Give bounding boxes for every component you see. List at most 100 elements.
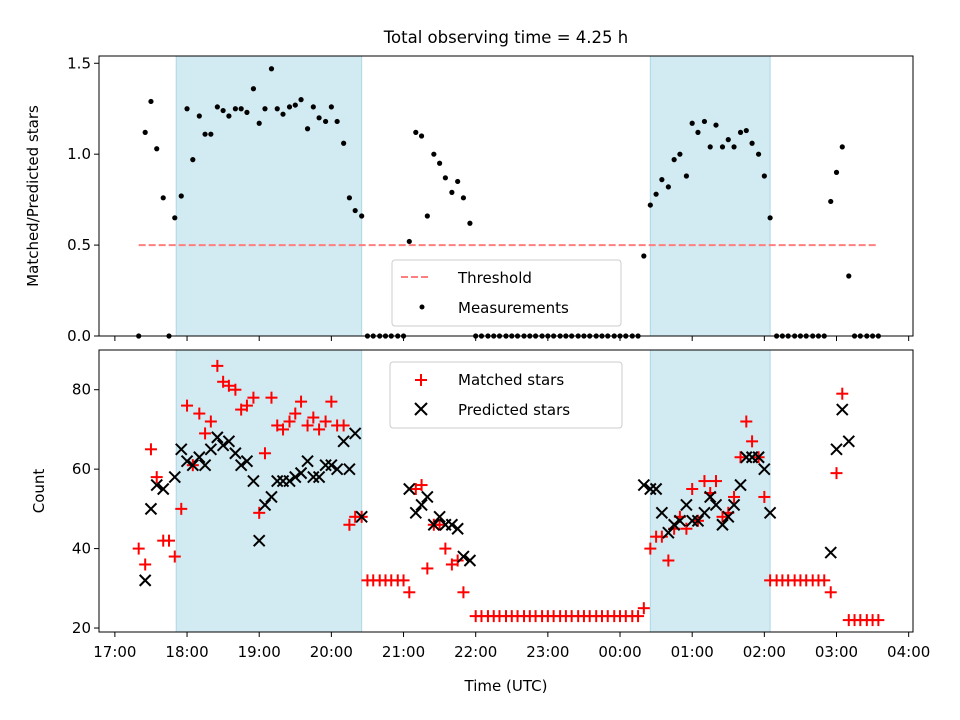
- matched-star-point: [301, 419, 314, 432]
- matched-star-point: [836, 387, 849, 400]
- measurement-point: [406, 238, 412, 245]
- bottom-y-ticks: 20 40 60 80: [72, 381, 99, 637]
- predicted-star-point: [673, 514, 687, 527]
- predicted-star-point: [644, 482, 657, 496]
- measurement-point: [274, 106, 280, 112]
- predicted-star-point: [722, 510, 735, 524]
- measurement-point: [828, 198, 834, 205]
- measurement-point: [341, 140, 347, 146]
- measurement-point: [431, 151, 437, 157]
- measurement-point: [268, 66, 275, 72]
- predicted-star-point: [709, 498, 723, 512]
- measurement-point: [226, 113, 232, 119]
- predicted-star-point: [343, 462, 356, 476]
- predicted-star-point: [691, 514, 705, 527]
- predicted-star-point: [312, 470, 326, 484]
- predicted-star-point: [716, 518, 729, 531]
- measurement-point: [334, 118, 340, 125]
- matched-star-point: [397, 574, 410, 587]
- x-tick-label: 03:00: [815, 643, 858, 661]
- predicted-star-point: [415, 498, 428, 512]
- matched-star-point: [289, 407, 302, 420]
- matched-star-point: [457, 586, 470, 599]
- top-legend-box: [391, 259, 622, 327]
- predicted-star-point: [294, 466, 308, 480]
- predicted-star-point: [403, 482, 416, 496]
- legend-measurements-label: Measurements: [458, 299, 569, 317]
- predicted-star-point: [752, 451, 765, 464]
- measurement-point: [761, 173, 767, 179]
- matched-star-point: [258, 447, 271, 460]
- predicted-star-point: [758, 462, 771, 476]
- predicted-star-point: [144, 502, 158, 516]
- matched-star-point: [421, 562, 434, 575]
- bottom-y-axis-label: Count: [30, 469, 48, 514]
- matched-star-point: [740, 415, 753, 428]
- predicted-star-point: [409, 506, 423, 520]
- matched-star-point: [295, 395, 308, 408]
- predicted-star-point: [337, 435, 350, 448]
- matched-star-point: [433, 518, 446, 531]
- measurement-point: [262, 106, 268, 112]
- measurement-point: [208, 131, 214, 137]
- matched-star-point: [818, 574, 831, 587]
- bottom-legend-box: [389, 361, 623, 429]
- predicted-star-point: [637, 478, 651, 492]
- matched-star-point: [343, 518, 356, 531]
- legend-matched-label: Matched stars: [458, 371, 564, 389]
- matched-star-point: [168, 550, 181, 563]
- legend-threshold-label: Threshold: [457, 269, 532, 287]
- measurement-point: [731, 144, 737, 150]
- predicted-star-point: [157, 482, 170, 496]
- measurement-point: [304, 126, 311, 132]
- matched-star-point: [709, 475, 722, 488]
- predicted-star-point: [649, 482, 663, 496]
- matched-star-point: [632, 610, 645, 623]
- x-tick-label: 17:00: [93, 643, 136, 661]
- matched-star-point: [644, 542, 657, 555]
- bottom-panel: 20 40 60 80 17:00 18:00 19:00 20:00 21:00 22:00 2…: [30, 349, 930, 695]
- x-tick-label: 01:00: [671, 643, 714, 661]
- measurement-point: [689, 120, 695, 126]
- matched-star-point: [175, 502, 188, 515]
- matched-star-point: [758, 490, 771, 503]
- matched-star-point: [728, 490, 741, 503]
- measurement-point: [659, 177, 665, 183]
- predicted-star-point: [655, 506, 669, 520]
- predicted-star-point: [451, 522, 464, 535]
- x-axis-label: Time (UTC): [464, 677, 548, 695]
- top-y-tick-label: 0.5: [67, 236, 91, 254]
- predicted-star-point: [433, 510, 446, 524]
- matched-star-point: [325, 395, 338, 408]
- bot-y-tick-label: 40: [72, 540, 91, 558]
- bot-y-tick-label: 60: [72, 460, 91, 478]
- x-tick-label: 18:00: [165, 643, 208, 661]
- measurement-point: [232, 106, 238, 112]
- predicted-star-point: [289, 470, 302, 484]
- predicted-star-point: [222, 435, 236, 448]
- chart-title: Total observing time = 4.25 h: [383, 28, 628, 47]
- matched-star-point: [824, 586, 837, 599]
- predicted-star-point: [824, 546, 837, 559]
- predicted-star-point: [667, 518, 681, 531]
- predicted-star-point: [186, 458, 200, 472]
- measurement-point: [154, 146, 160, 152]
- predicted-star-point: [836, 403, 849, 416]
- predicted-star-point: [457, 550, 470, 563]
- predicted-star-point: [204, 443, 218, 456]
- matched-star-point: [451, 554, 464, 567]
- predicted-star-point: [168, 470, 181, 484]
- matched-star-point: [680, 522, 693, 535]
- predicted-star-point: [842, 435, 855, 448]
- measurement-point: [683, 173, 690, 179]
- matched-star-point: [144, 443, 157, 456]
- matched-star-point: [240, 399, 253, 412]
- measurement-point: [292, 102, 298, 108]
- predicted-star-point: [355, 510, 368, 524]
- predicted-star-point: [138, 574, 152, 587]
- measurement-point: [460, 195, 467, 201]
- predicted-star-point: [685, 514, 699, 527]
- predicted-star-point: [463, 554, 477, 567]
- measurement-point: [310, 104, 316, 110]
- top-panel: 0.0 0.5 1.0 1.5 Matched/Predicted stars Thr…: [24, 54, 914, 345]
